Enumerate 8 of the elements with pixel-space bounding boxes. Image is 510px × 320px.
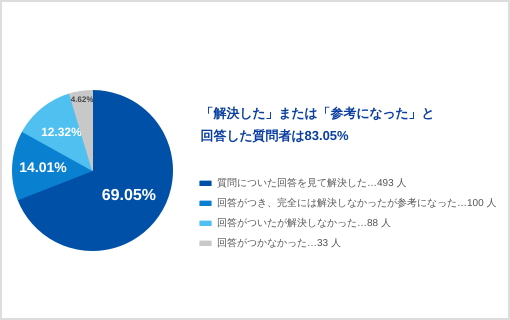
legend-label: 質問についた回答を見て解決した…493 人 bbox=[217, 176, 406, 190]
legend-label: 回答がついたが解決しなかった…88 人 bbox=[217, 216, 391, 230]
data-label: 69.05% bbox=[102, 186, 156, 204]
legend-label: 回答がつき、完全には解決しなかったが参考になった…100 人 bbox=[217, 196, 496, 210]
data-label: 14.01% bbox=[19, 159, 68, 176]
legend-label: 回答がつかなかった…33 人 bbox=[217, 237, 341, 250]
text: 「解決した」または「参考になった」と回答した質問者は83.05% bbox=[200, 106, 434, 143]
data-label: 12.32% bbox=[41, 124, 82, 139]
